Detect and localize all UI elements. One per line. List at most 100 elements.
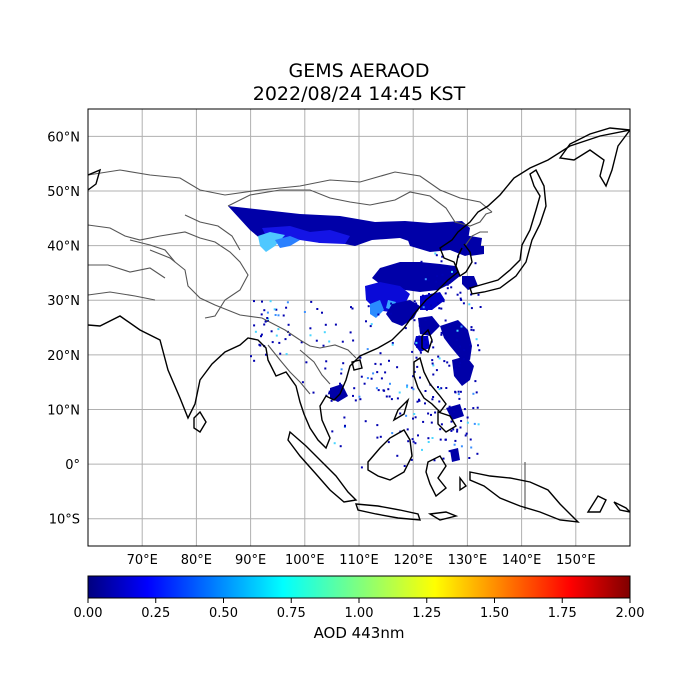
aod-pixel (250, 355, 252, 358)
aod-pixel (406, 428, 409, 431)
aod-pixel (344, 424, 346, 427)
aod-pixel (277, 328, 280, 331)
aod-patch (405, 230, 482, 256)
country-borders (88, 169, 526, 510)
aod-pixel (377, 389, 380, 392)
aod-pixel (351, 307, 354, 310)
aod-pixel (472, 392, 475, 395)
colorbar-tick-label: 1.75 (548, 606, 577, 621)
aod-pixel (448, 450, 451, 453)
aod-pixel (462, 302, 465, 305)
aod-pixel (273, 308, 276, 311)
aod-patch (386, 300, 396, 310)
longitude-tick-label: 140°E (502, 553, 542, 568)
aod-pixel (448, 405, 451, 408)
aod-pixel (396, 397, 399, 400)
aod-pixel (388, 359, 390, 362)
aod-pixel (275, 334, 278, 337)
aod-pixel (470, 307, 473, 310)
aod-pixel (456, 293, 459, 296)
aod-pixel (460, 445, 463, 448)
aod-pixel (333, 442, 336, 445)
aod-pixel (433, 459, 436, 462)
aod-pixel (448, 338, 451, 341)
aod-pixel (464, 329, 467, 332)
aod-patch (386, 300, 420, 326)
aod-pixel (391, 342, 394, 344)
aod-pixel (343, 425, 346, 428)
aod-pixel (460, 325, 463, 328)
aod-pixel (396, 366, 399, 369)
aod-pixel (454, 439, 457, 442)
latitude-tick-label: 0° (65, 458, 80, 473)
aod-patch (370, 300, 384, 318)
aod-pixel (446, 283, 449, 286)
aod-patch (262, 226, 350, 244)
latitude-tick-label: 60°N (47, 130, 80, 145)
aod-pixel (366, 377, 369, 380)
aod-patch (450, 448, 460, 462)
aod-pixel (339, 382, 341, 385)
aod-pixel (437, 386, 439, 389)
aod-pixel (341, 340, 344, 343)
aod-pixel (380, 377, 383, 380)
aod-pixel (479, 306, 482, 308)
aod-pixel (465, 432, 468, 435)
aod-pixel (340, 372, 343, 375)
aod-pixel (372, 372, 375, 375)
colorbar-tick-label: 1.50 (480, 606, 509, 621)
aod-pixel (323, 331, 326, 334)
aod-pixel (263, 323, 266, 326)
aod-pixel (446, 287, 449, 290)
aod-pixel (468, 457, 471, 459)
longitude-tick-label: 120°E (393, 553, 433, 568)
aod-pixel (454, 321, 457, 324)
aod-pixel (410, 458, 413, 461)
aod-pixel (438, 388, 441, 391)
aod-pixel (454, 369, 457, 372)
aod-pixel (450, 279, 453, 282)
aod-pixel (417, 338, 420, 341)
aod-pixel (411, 438, 414, 441)
aod-pixel (424, 390, 427, 392)
aod-patch (452, 356, 474, 386)
aod-pixel (365, 320, 367, 323)
aod-pixel (261, 300, 263, 303)
aod-pixel (352, 394, 354, 397)
colorbar-tick-label: 0.75 (277, 606, 306, 621)
aod-pixel (300, 341, 303, 344)
aod-pixel (422, 306, 425, 309)
aod-pixel (286, 301, 289, 304)
aod-pixel (427, 279, 430, 282)
aod-pixel (459, 345, 462, 348)
aod-pixel (265, 353, 267, 356)
aod-pixel (377, 313, 380, 316)
aod-pixel (471, 250, 474, 253)
coastlines (88, 127, 630, 523)
aod-pixel (406, 384, 409, 387)
aod-pixel (414, 416, 417, 419)
aod-pixel (425, 343, 428, 346)
aod-pixel (457, 390, 460, 393)
aod-pixel (363, 382, 366, 385)
aod-pixel (421, 448, 423, 451)
aod-pixel (422, 420, 425, 423)
aod-pixel (442, 300, 445, 303)
aod-pixel (474, 262, 477, 265)
aod-pixel (476, 406, 479, 409)
aod-pixel (410, 386, 413, 389)
aod-pixel (278, 341, 281, 344)
aod-pixel (360, 375, 363, 378)
aod-pixel (432, 346, 435, 349)
colorbar-tick-label: 1.25 (412, 606, 441, 621)
aod-pixel (450, 429, 453, 432)
colorbar-label: AOD 443nm (313, 624, 405, 642)
aod-pixel (430, 304, 433, 307)
aod-pixel (456, 329, 459, 332)
aod-pixel (282, 314, 285, 317)
aod-pixel (441, 273, 444, 276)
aod-pixel (474, 380, 477, 383)
colorbar-tick-label: 0.50 (209, 606, 238, 621)
aod-pixel (477, 344, 479, 347)
